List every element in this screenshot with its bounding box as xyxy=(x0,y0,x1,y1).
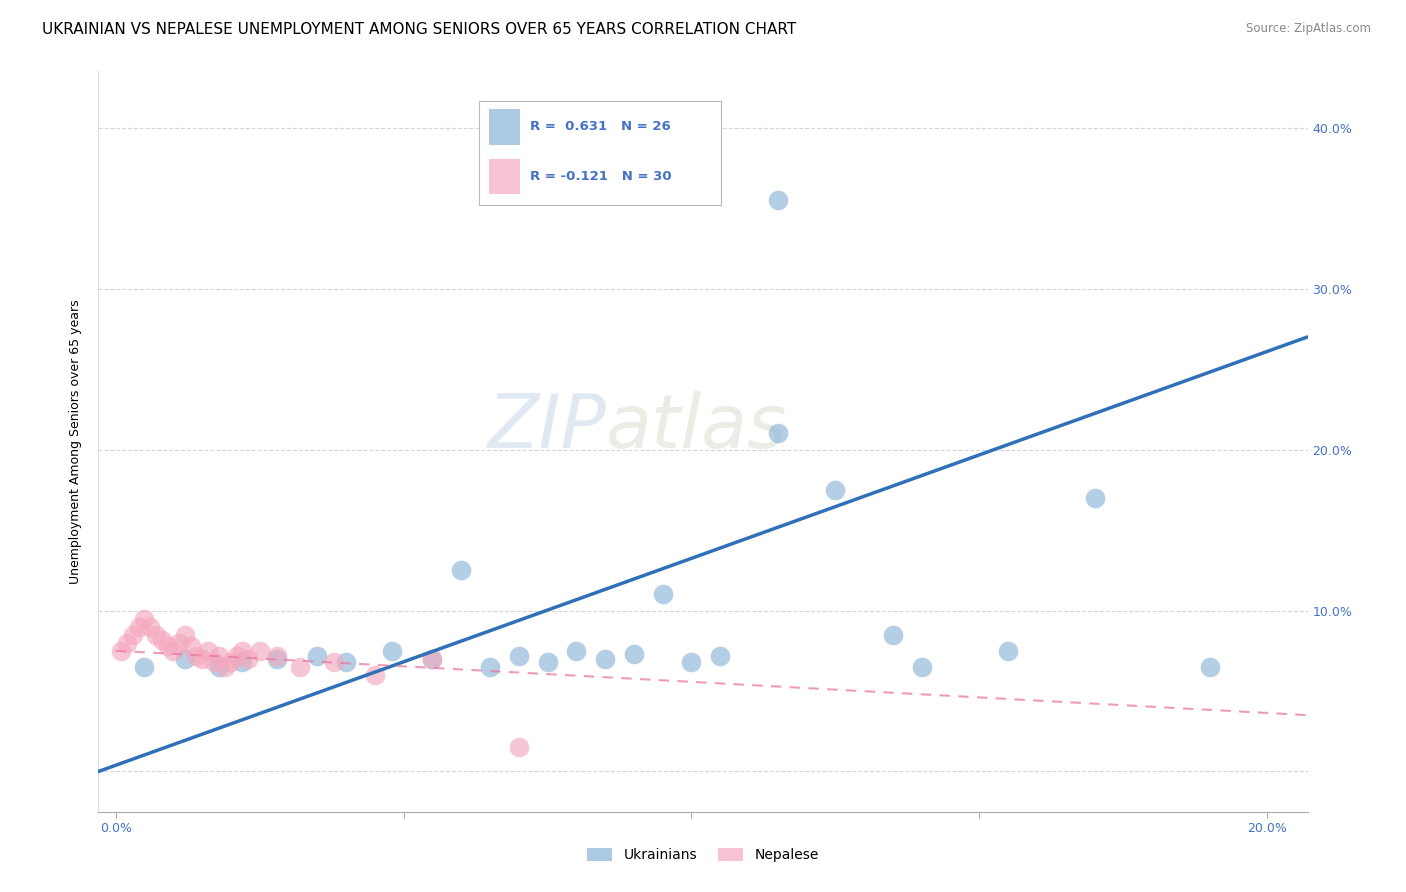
Point xyxy=(766,426,789,441)
Point xyxy=(1083,491,1105,505)
Point xyxy=(134,660,156,674)
Point xyxy=(709,648,731,663)
Point xyxy=(139,619,162,633)
Point xyxy=(173,652,195,666)
Y-axis label: Unemployment Among Seniors over 65 years: Unemployment Among Seniors over 65 years xyxy=(69,299,83,584)
Point xyxy=(593,652,616,666)
Point xyxy=(266,652,288,666)
Point xyxy=(110,644,132,658)
Point xyxy=(128,619,150,633)
Point xyxy=(225,648,247,663)
Point xyxy=(882,628,904,642)
Point xyxy=(122,628,145,642)
Point xyxy=(766,193,789,207)
Point xyxy=(134,611,156,625)
Point xyxy=(249,644,271,658)
Point xyxy=(307,648,329,663)
Point xyxy=(115,636,138,650)
Point xyxy=(236,652,259,666)
Point xyxy=(536,655,558,669)
Point xyxy=(364,668,387,682)
Point xyxy=(266,648,288,663)
Point xyxy=(911,660,934,674)
Point xyxy=(162,644,184,658)
Point xyxy=(191,652,214,666)
Point xyxy=(208,648,231,663)
Legend: Ukrainians, Nepalese: Ukrainians, Nepalese xyxy=(582,843,824,868)
Point xyxy=(150,632,173,647)
Point xyxy=(651,587,673,601)
Point xyxy=(565,644,588,658)
Point xyxy=(180,639,202,653)
Point xyxy=(381,644,404,658)
Point xyxy=(288,660,311,674)
Point xyxy=(231,655,253,669)
Point xyxy=(219,655,242,669)
Point xyxy=(145,628,167,642)
Point xyxy=(173,628,195,642)
Point xyxy=(623,647,645,661)
Point xyxy=(508,648,530,663)
Point xyxy=(202,655,225,669)
Point xyxy=(214,660,236,674)
Point xyxy=(508,740,530,755)
Point xyxy=(478,660,501,674)
Text: atlas: atlas xyxy=(606,391,787,463)
Point xyxy=(335,655,357,669)
Point xyxy=(1198,660,1220,674)
Point xyxy=(450,563,472,577)
Point xyxy=(997,644,1019,658)
Point xyxy=(167,636,190,650)
Point xyxy=(681,655,703,669)
Text: Source: ZipAtlas.com: Source: ZipAtlas.com xyxy=(1246,22,1371,36)
Point xyxy=(156,639,179,653)
Point xyxy=(186,648,208,663)
Point xyxy=(197,644,219,658)
Point xyxy=(422,652,444,666)
Point xyxy=(231,644,253,658)
Point xyxy=(422,652,444,666)
Point xyxy=(208,660,231,674)
Point xyxy=(323,655,346,669)
Text: ZIP: ZIP xyxy=(488,391,606,463)
Point xyxy=(824,483,846,497)
Text: UKRAINIAN VS NEPALESE UNEMPLOYMENT AMONG SENIORS OVER 65 YEARS CORRELATION CHART: UKRAINIAN VS NEPALESE UNEMPLOYMENT AMONG… xyxy=(42,22,796,37)
